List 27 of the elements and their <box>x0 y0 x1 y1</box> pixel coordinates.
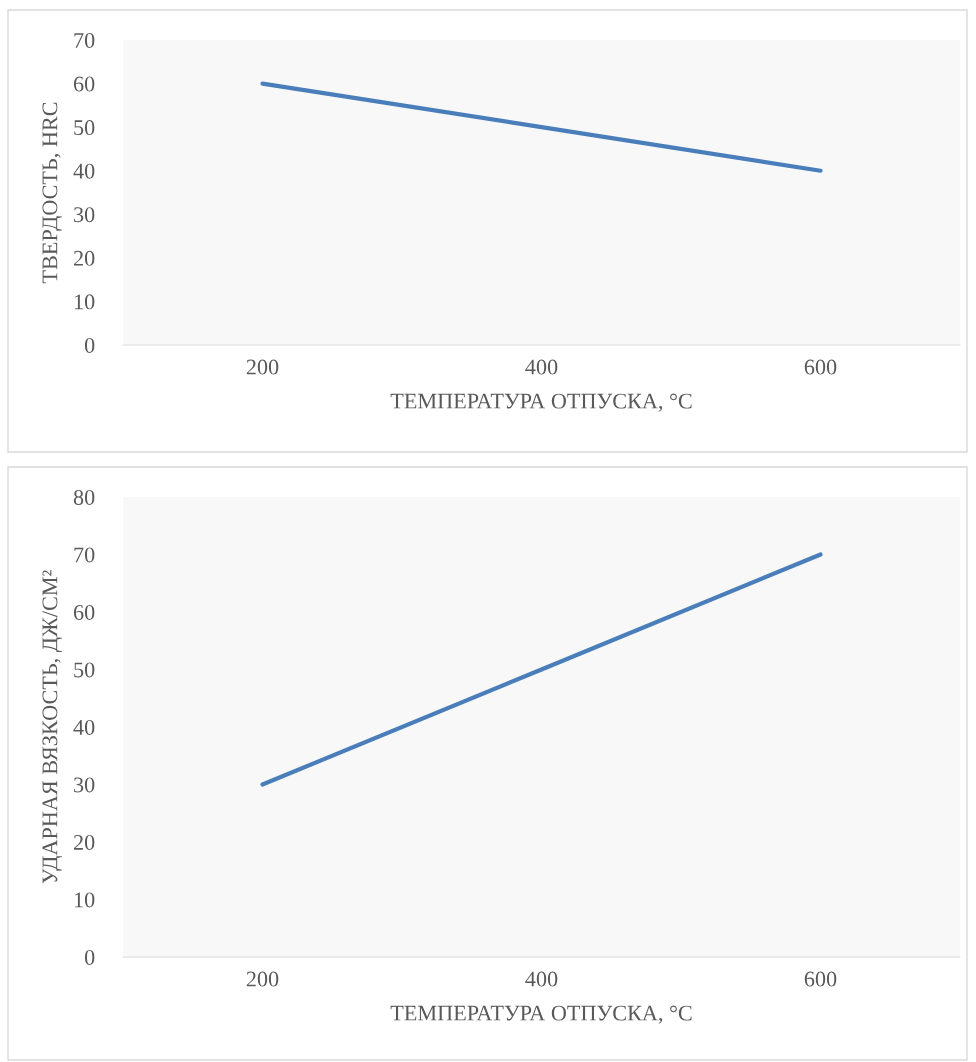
y-tick-label: 60 <box>73 76 95 92</box>
y-tick-label: 10 <box>74 294 95 310</box>
x-tick-label: 600 <box>804 359 837 375</box>
y-tick-label: 40 <box>73 163 95 179</box>
y-tick-label: 0 <box>84 949 95 965</box>
y-tick-label: 30 <box>74 207 95 223</box>
y-tick-label: 80 <box>73 489 95 505</box>
x-tick-label: 400 <box>525 359 558 375</box>
y-axis-title: ТВЕРДОСТЬ, HRC <box>42 102 62 284</box>
y-tick-label: 40 <box>73 719 95 735</box>
y-tick-label: 20 <box>73 250 95 266</box>
y-tick-label: 70 <box>74 547 95 563</box>
y-tick-label: 60 <box>73 604 95 620</box>
x-tick-label: 200 <box>246 971 279 987</box>
x-axis-title: ТЕМПЕРАТУРА ОТПУСКА, °C <box>390 1005 692 1024</box>
y-tick-label: 10 <box>74 892 95 908</box>
x-tick-label: 600 <box>804 971 837 987</box>
y-tick-label: 20 <box>73 834 95 850</box>
x-axis-title: ТЕМПЕРАТУРА ОТПУСКА, °C <box>390 393 692 412</box>
y-tick-label: 50 <box>74 120 95 136</box>
x-tick-label: 200 <box>246 359 279 375</box>
y-tick-label: 70 <box>74 32 95 48</box>
y-tick-label: 0 <box>84 337 95 353</box>
x-tick-label: 400 <box>525 971 558 987</box>
y-axis-title: УДАРНАЯ ВЯЗКОСТЬ, ДЖ/СМ² <box>42 570 62 884</box>
y-tick-label: 30 <box>74 777 95 793</box>
y-tick-label: 50 <box>74 662 95 678</box>
